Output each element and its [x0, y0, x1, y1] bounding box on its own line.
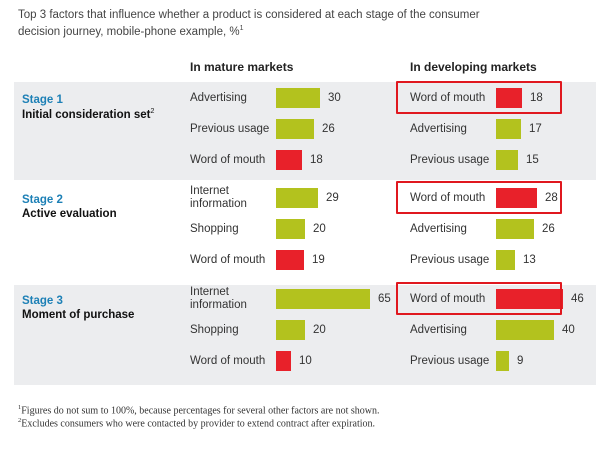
stage-2-mature-row-2-value: 20: [313, 223, 326, 235]
stage-3-developing-row-2-label: Advertising: [410, 323, 467, 336]
stage-2-mature-row-2-bar: [276, 219, 305, 239]
stage-1-mature-row-1-value: 30: [328, 92, 341, 104]
stage-2-developing-row-2-label: Advertising: [410, 222, 467, 235]
stage-1-developing-row-1-value: 18: [530, 92, 543, 104]
stage-3-developing-row-1-label: Word of mouth: [410, 292, 486, 305]
chart-title: Top 3 factors that influence whether a p…: [18, 9, 480, 38]
stage-2-word-of-mouth-highlight: [396, 181, 562, 214]
title-footnote-mark: 1: [239, 25, 244, 32]
stage-1-mature-row-1-label: Advertising: [190, 91, 247, 104]
stage-1-mature-row-2-label: Previous usage: [190, 122, 270, 135]
stage-1-footnote-mark: 2: [150, 108, 155, 115]
stage-2-developing-row-3-value: 13: [523, 254, 536, 266]
stage-2-mature-row-3-bar: [276, 250, 304, 270]
stage-3-mature-row-1-label: Internet information: [190, 286, 247, 311]
stage-3-developing-row-2-value: 40: [562, 324, 575, 336]
stage-3-developing-row-3-value: 9: [517, 355, 524, 367]
footnote-1: 1Figures do not sum to 100%, because per…: [18, 404, 380, 417]
stage-1-mature-row-3-bar: [276, 150, 302, 170]
stage-2-developing-row-2-value: 26: [542, 223, 555, 235]
stage-1-developing-row-1-label: Word of mouth: [410, 91, 486, 104]
stage-3-mature-row-1-bar: [276, 289, 370, 309]
stage-1-word-of-mouth-highlight: [396, 81, 562, 114]
stage-2-mature-row-1-label: Internet information: [190, 185, 247, 210]
stage-1-developing-row-2-value: 17: [529, 123, 542, 135]
stage-2-mature-row-3-value: 19: [312, 254, 325, 266]
stage-2-developing-row-2-bar: [496, 219, 534, 239]
stage-3-mature-row-1-value: 65: [378, 293, 391, 305]
stage-3-developing-row-2-bar: [496, 320, 554, 340]
stage-1-mature-row-2-bar: [276, 119, 314, 139]
stage-2-developing-row-1-bar: [496, 188, 537, 208]
stage-1-developing-row-3-value: 15: [526, 154, 539, 166]
stage-1-mature-row-3-value: 18: [310, 154, 323, 166]
stage-1-developing-row-3-bar: [496, 150, 518, 170]
stage-2-number: Stage 2: [22, 194, 63, 206]
stage-3-mature-row-2-label: Shopping: [190, 323, 239, 336]
stage-3-developing-row-1-value: 46: [571, 293, 584, 305]
stage-1-number: Stage 1: [22, 94, 63, 106]
stage-3-mature-row-3-value: 10: [299, 355, 312, 367]
stage-3-name: Moment of purchase: [22, 309, 135, 321]
stage-3-mature-row-3-label: Word of mouth: [190, 354, 266, 367]
stage-1-developing-row-2-label: Advertising: [410, 122, 467, 135]
stage-2-developing-row-1-value: 28: [545, 192, 558, 204]
stage-3-developing-row-1-bar: [496, 289, 563, 309]
column-header-developing: In developing markets: [410, 60, 537, 74]
stage-1-mature-row-3-label: Word of mouth: [190, 153, 266, 166]
stage-1-mature-row-2-value: 26: [322, 123, 335, 135]
stage-3-developing-row-3-label: Previous usage: [410, 354, 490, 367]
stage-2-mature-row-3-label: Word of mouth: [190, 253, 266, 266]
stage-2-mature-row-1-value: 29: [326, 192, 339, 204]
stage-3-number: Stage 3: [22, 295, 63, 307]
stage-3-mature-row-3-bar: [276, 351, 291, 371]
stage-1-name: Initial consideration set2: [22, 108, 155, 121]
footnote-2: 2Excludes consumers who were contacted b…: [18, 417, 376, 430]
stage-2-developing-row-1-label: Word of mouth: [410, 191, 486, 204]
stage-2-developing-row-3-label: Previous usage: [410, 253, 490, 266]
stage-1-developing-row-2-bar: [496, 119, 521, 139]
stage-1-developing-row-3-label: Previous usage: [410, 153, 490, 166]
stage-2-mature-row-2-label: Shopping: [190, 222, 239, 235]
stage-1-mature-row-1-bar: [276, 88, 320, 108]
stage-3-mature-row-2-bar: [276, 320, 305, 340]
stage-2-name: Active evaluation: [22, 208, 117, 220]
column-header-mature: In mature markets: [190, 60, 294, 74]
stage-3-word-of-mouth-highlight: [396, 282, 562, 315]
stage-3-mature-row-2-value: 20: [313, 324, 326, 336]
stage-2-developing-row-3-bar: [496, 250, 515, 270]
stage-1-developing-row-1-bar: [496, 88, 522, 108]
stage-2-mature-row-1-bar: [276, 188, 318, 208]
stage-3-developing-row-3-bar: [496, 351, 509, 371]
